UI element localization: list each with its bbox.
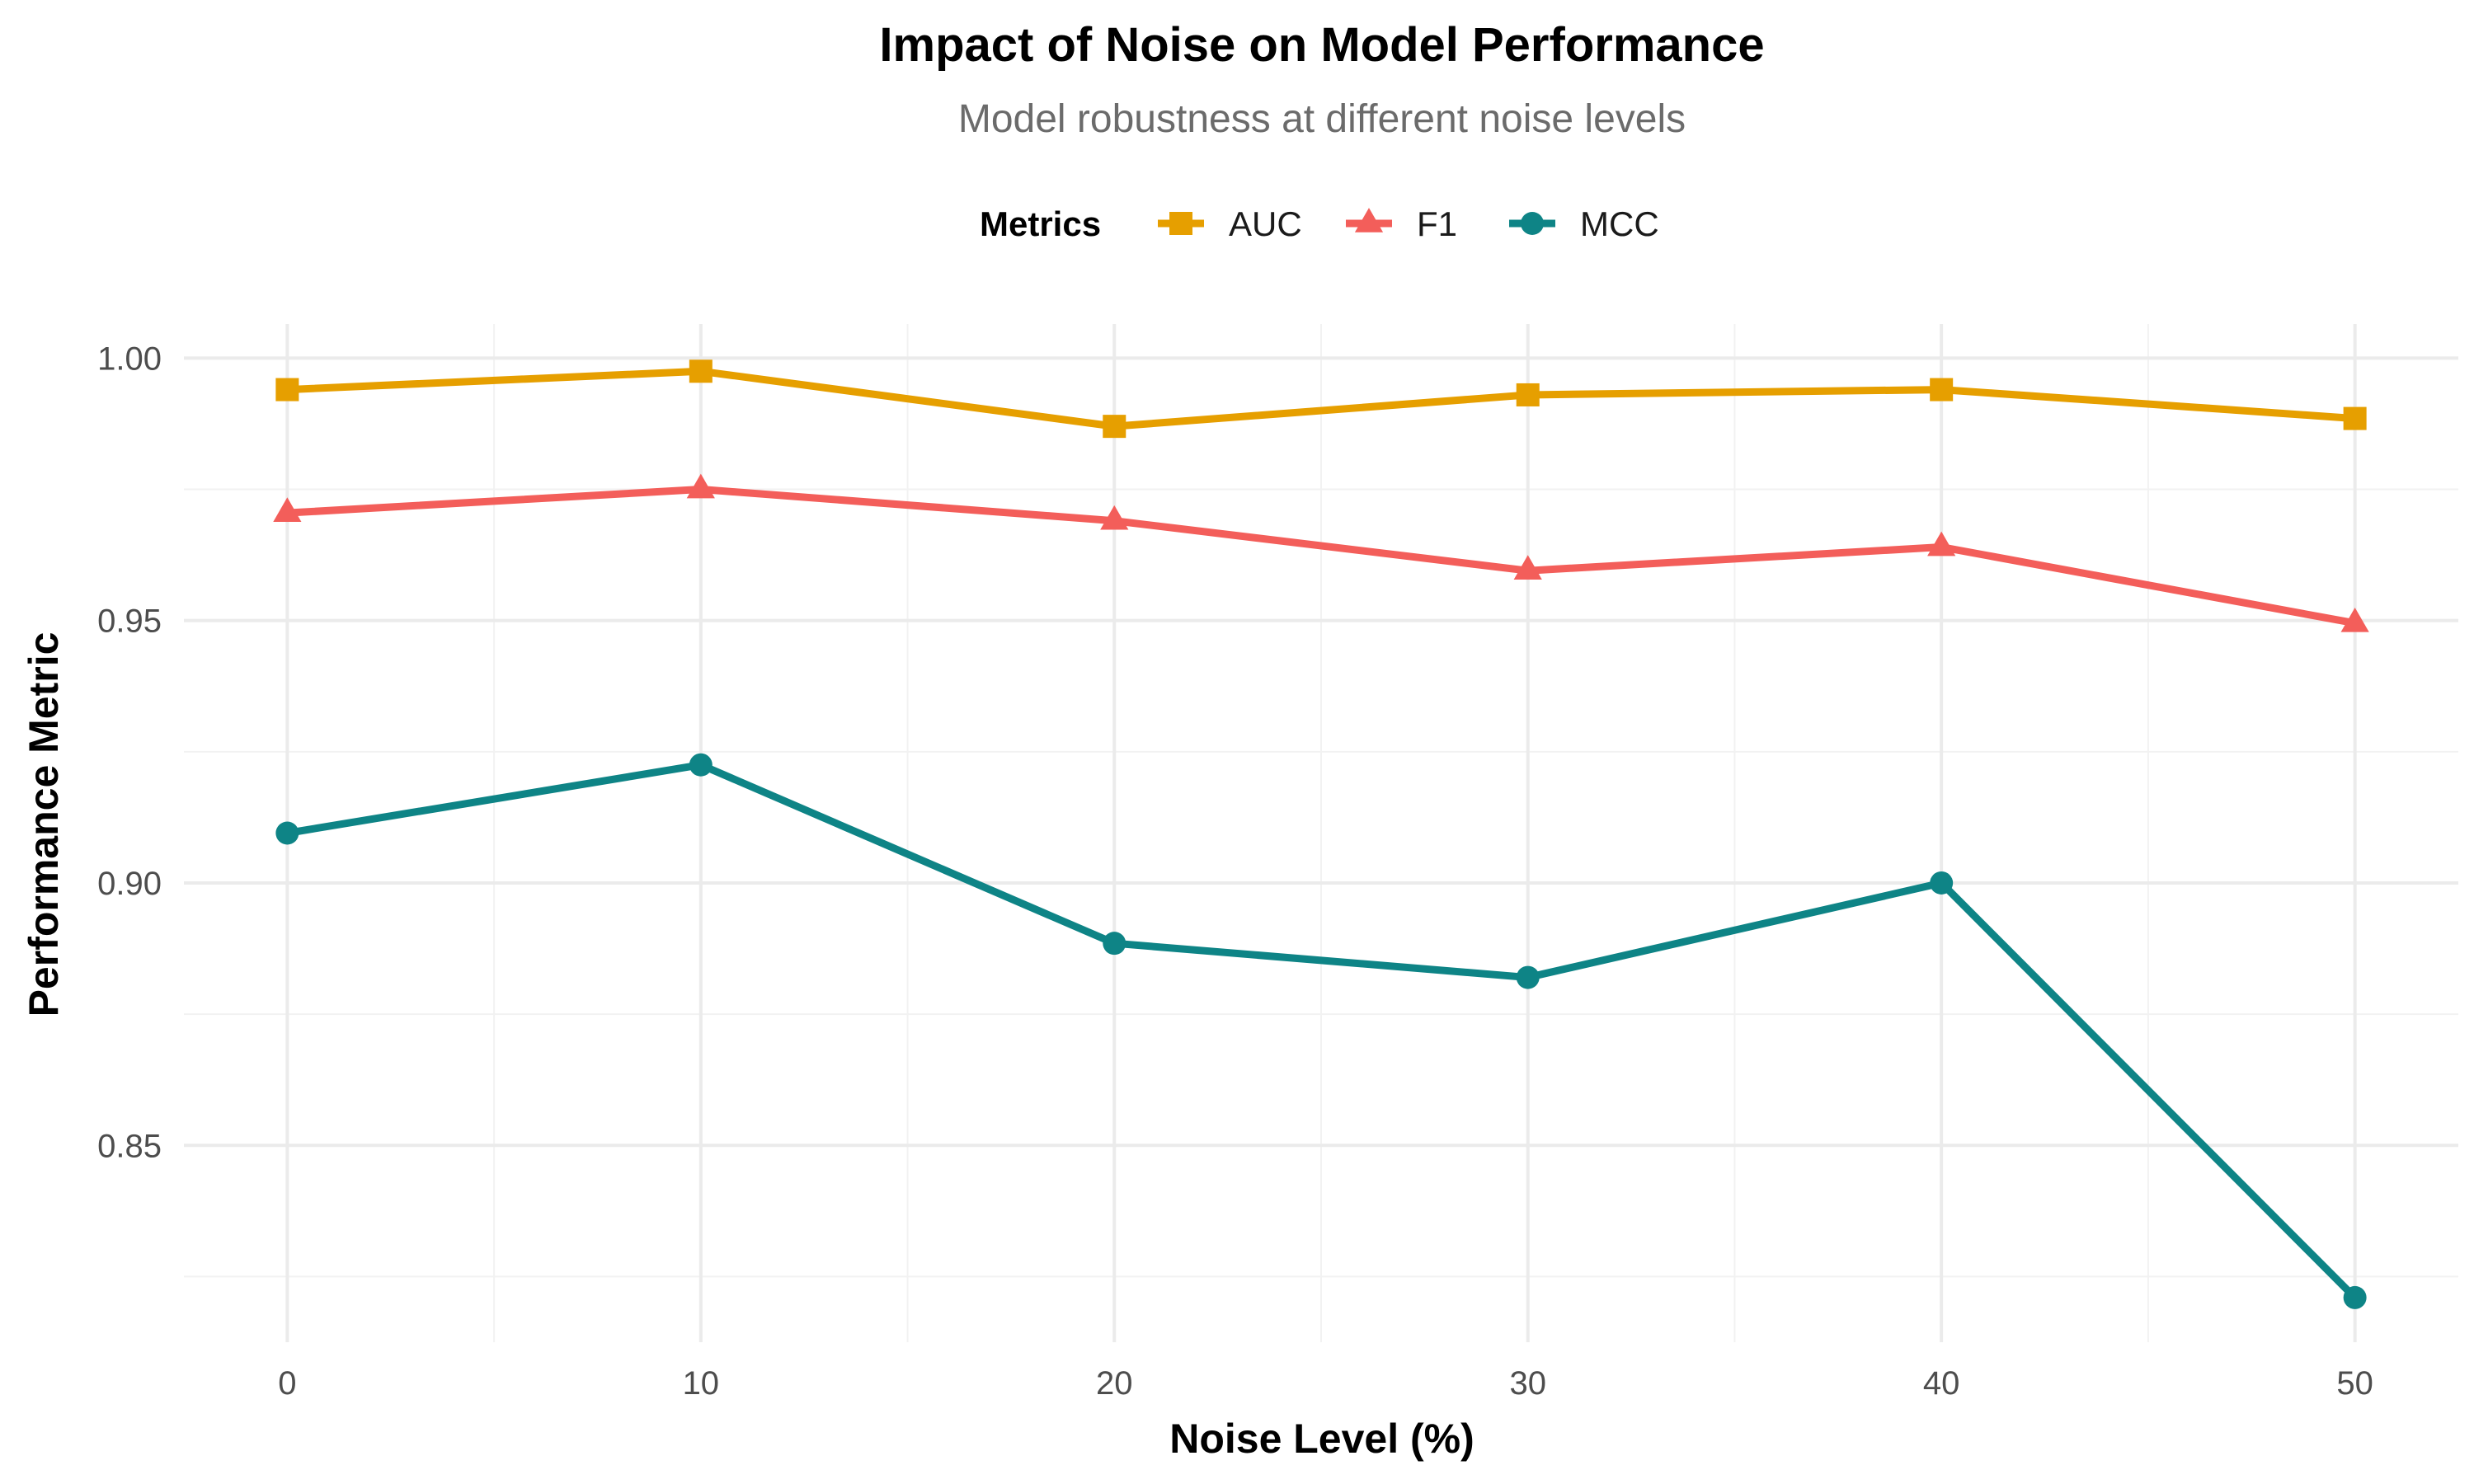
data-point-mcc — [275, 821, 299, 845]
y-tick-label: 1.00 — [97, 340, 162, 377]
data-point-auc — [1930, 378, 1954, 402]
data-point-f1 — [686, 473, 715, 499]
data-point-f1 — [1513, 555, 1542, 580]
legend-label: F1 — [1417, 204, 1457, 243]
x-tick-label: 0 — [278, 1365, 296, 1402]
legend-label: MCC — [1580, 204, 1659, 243]
x-tick-label: 40 — [1923, 1365, 1960, 1402]
legend-title: Metrics — [980, 204, 1101, 243]
series-line-auc — [283, 367, 2359, 430]
x-tick-label: 30 — [1509, 1365, 1546, 1402]
legend-item-f1: F1 — [1346, 204, 1457, 243]
plot-series — [273, 359, 2369, 1309]
x-axis-title: Noise Level (%) — [1169, 1416, 1475, 1462]
legend: Metrics AUC F1 MCC — [980, 204, 1659, 243]
data-point-f1 — [1100, 505, 1129, 530]
data-point-auc — [1516, 383, 1540, 406]
data-point-auc — [275, 378, 299, 402]
legend-item-mcc: MCC — [1509, 204, 1659, 243]
chart-title: Impact of Noise on Model Performance — [879, 18, 1764, 72]
series-mcc — [275, 753, 2367, 1309]
data-point-f1 — [2340, 607, 2369, 632]
series-auc — [275, 359, 2367, 439]
y-tick-label: 0.85 — [97, 1128, 162, 1164]
data-point-mcc — [1103, 932, 1126, 956]
legend-key-marker — [1169, 212, 1192, 235]
series-f1 — [273, 473, 2369, 632]
data-point-auc — [1103, 415, 1126, 439]
data-point-auc — [689, 359, 713, 383]
plot-grid — [184, 324, 2458, 1342]
y-tick-label: 0.95 — [97, 603, 162, 640]
x-tick-label: 50 — [2336, 1365, 2373, 1402]
legend-key-marker — [1521, 212, 1544, 235]
x-tick-label: 10 — [683, 1365, 720, 1402]
x-tick-label: 20 — [1096, 1365, 1133, 1402]
data-point-f1 — [273, 497, 302, 522]
data-point-mcc — [2343, 1285, 2367, 1309]
legend-key-marker — [1354, 208, 1384, 232]
plot-axes: Noise Level (%) Performance Metric 0.85 0… — [21, 340, 2373, 1462]
series-line-mcc — [283, 761, 2359, 1302]
data-point-f1 — [1927, 531, 1956, 556]
data-point-auc — [2343, 406, 2367, 430]
data-point-mcc — [1516, 965, 1540, 989]
y-tick-label: 0.90 — [97, 866, 162, 902]
data-point-mcc — [689, 753, 713, 777]
y-axis-title: Performance Metric — [21, 632, 67, 1017]
legend-item-auc: AUC — [1158, 204, 1302, 243]
series-line-f1 — [283, 486, 2359, 627]
data-point-mcc — [1930, 871, 1954, 895]
legend-label: AUC — [1229, 204, 1302, 243]
chart-subtitle: Model robustness at different noise leve… — [958, 97, 1686, 141]
